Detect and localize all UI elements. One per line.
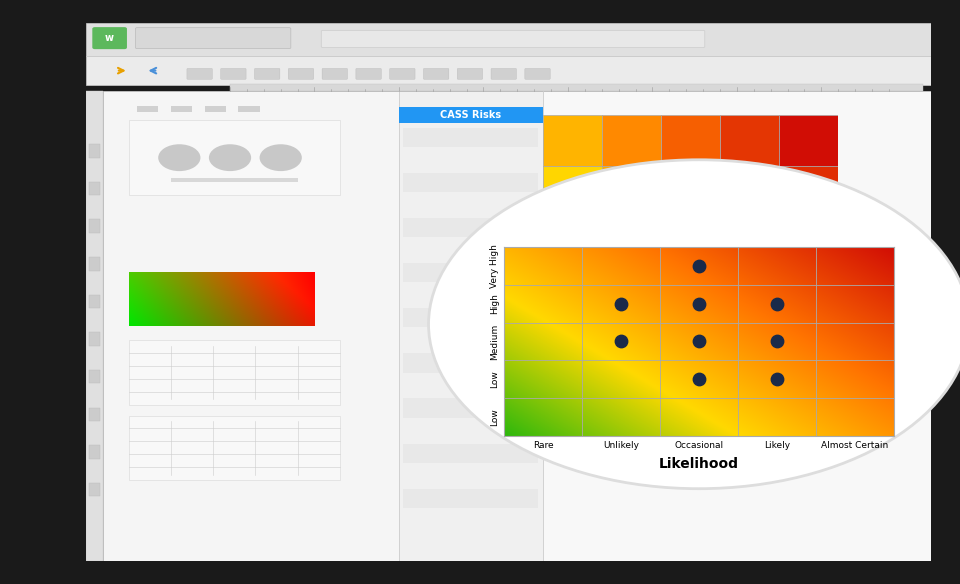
FancyBboxPatch shape bbox=[322, 30, 705, 47]
Bar bbox=[660, 269, 720, 321]
Bar bbox=[720, 114, 780, 166]
Bar bbox=[720, 269, 780, 321]
FancyBboxPatch shape bbox=[457, 68, 483, 79]
Point bbox=[769, 337, 784, 346]
Text: CASS Risks: CASS Risks bbox=[441, 110, 501, 120]
FancyBboxPatch shape bbox=[129, 416, 340, 480]
Circle shape bbox=[158, 144, 201, 171]
FancyBboxPatch shape bbox=[356, 68, 381, 79]
FancyBboxPatch shape bbox=[542, 91, 931, 561]
FancyBboxPatch shape bbox=[403, 150, 539, 169]
FancyBboxPatch shape bbox=[525, 68, 550, 79]
Point bbox=[691, 374, 707, 384]
FancyBboxPatch shape bbox=[89, 144, 100, 158]
Point bbox=[691, 337, 707, 346]
FancyBboxPatch shape bbox=[187, 68, 212, 79]
FancyBboxPatch shape bbox=[399, 107, 542, 123]
FancyBboxPatch shape bbox=[403, 173, 539, 192]
FancyBboxPatch shape bbox=[403, 308, 539, 328]
Bar bbox=[660, 166, 720, 218]
Circle shape bbox=[209, 144, 252, 171]
FancyBboxPatch shape bbox=[403, 286, 539, 305]
Text: w: w bbox=[106, 33, 114, 43]
Point bbox=[769, 374, 784, 384]
FancyBboxPatch shape bbox=[403, 127, 539, 147]
FancyBboxPatch shape bbox=[104, 91, 399, 561]
FancyBboxPatch shape bbox=[89, 182, 100, 195]
Bar bbox=[542, 114, 602, 166]
FancyBboxPatch shape bbox=[204, 106, 226, 112]
Bar bbox=[780, 114, 838, 166]
Bar bbox=[780, 321, 838, 373]
Bar bbox=[780, 218, 838, 269]
FancyBboxPatch shape bbox=[86, 55, 931, 85]
Bar bbox=[780, 269, 838, 321]
FancyBboxPatch shape bbox=[403, 421, 539, 440]
FancyBboxPatch shape bbox=[288, 68, 314, 79]
FancyBboxPatch shape bbox=[135, 27, 291, 48]
FancyBboxPatch shape bbox=[89, 370, 100, 383]
Bar bbox=[542, 218, 602, 269]
Bar bbox=[602, 166, 660, 218]
FancyBboxPatch shape bbox=[403, 218, 539, 237]
Bar bbox=[720, 166, 780, 218]
FancyBboxPatch shape bbox=[89, 483, 100, 496]
FancyBboxPatch shape bbox=[129, 340, 340, 405]
FancyBboxPatch shape bbox=[403, 489, 539, 508]
FancyBboxPatch shape bbox=[221, 68, 246, 79]
Point bbox=[691, 299, 707, 308]
X-axis label: Likelihood: Likelihood bbox=[659, 457, 739, 471]
FancyBboxPatch shape bbox=[390, 68, 415, 79]
FancyBboxPatch shape bbox=[423, 68, 449, 79]
FancyBboxPatch shape bbox=[403, 443, 539, 463]
FancyBboxPatch shape bbox=[399, 91, 542, 561]
FancyBboxPatch shape bbox=[89, 257, 100, 270]
Circle shape bbox=[259, 144, 301, 171]
FancyBboxPatch shape bbox=[171, 178, 298, 182]
FancyBboxPatch shape bbox=[403, 195, 539, 215]
Bar bbox=[720, 218, 780, 269]
FancyBboxPatch shape bbox=[323, 68, 348, 79]
FancyBboxPatch shape bbox=[403, 263, 539, 282]
FancyBboxPatch shape bbox=[254, 68, 280, 79]
Bar bbox=[602, 114, 660, 166]
FancyBboxPatch shape bbox=[403, 376, 539, 395]
Bar bbox=[602, 321, 660, 373]
Point bbox=[613, 299, 629, 308]
FancyBboxPatch shape bbox=[171, 106, 192, 112]
Bar bbox=[720, 321, 780, 373]
Bar bbox=[660, 114, 720, 166]
Point bbox=[769, 299, 784, 308]
FancyBboxPatch shape bbox=[403, 398, 539, 418]
Point bbox=[691, 261, 707, 270]
Bar bbox=[602, 269, 660, 321]
FancyBboxPatch shape bbox=[89, 332, 100, 346]
FancyBboxPatch shape bbox=[403, 241, 539, 260]
FancyBboxPatch shape bbox=[89, 295, 100, 308]
FancyBboxPatch shape bbox=[86, 91, 104, 561]
FancyBboxPatch shape bbox=[129, 120, 340, 195]
FancyBboxPatch shape bbox=[230, 84, 923, 91]
FancyBboxPatch shape bbox=[92, 27, 127, 49]
Bar bbox=[542, 269, 602, 321]
FancyBboxPatch shape bbox=[89, 220, 100, 233]
Bar bbox=[542, 321, 602, 373]
FancyBboxPatch shape bbox=[86, 23, 931, 55]
Point bbox=[613, 337, 629, 346]
FancyBboxPatch shape bbox=[137, 106, 158, 112]
Bar bbox=[660, 218, 720, 269]
Bar bbox=[542, 166, 602, 218]
Bar bbox=[602, 218, 660, 269]
FancyBboxPatch shape bbox=[89, 408, 100, 421]
Bar bbox=[660, 321, 720, 373]
FancyBboxPatch shape bbox=[89, 445, 100, 458]
Text: CASS Risk Heat Map: CASS Risk Heat Map bbox=[623, 230, 775, 243]
FancyBboxPatch shape bbox=[492, 68, 516, 79]
FancyBboxPatch shape bbox=[403, 511, 539, 530]
FancyBboxPatch shape bbox=[403, 466, 539, 485]
FancyBboxPatch shape bbox=[403, 353, 539, 373]
Bar bbox=[780, 166, 838, 218]
FancyBboxPatch shape bbox=[238, 106, 259, 112]
FancyBboxPatch shape bbox=[403, 331, 539, 350]
